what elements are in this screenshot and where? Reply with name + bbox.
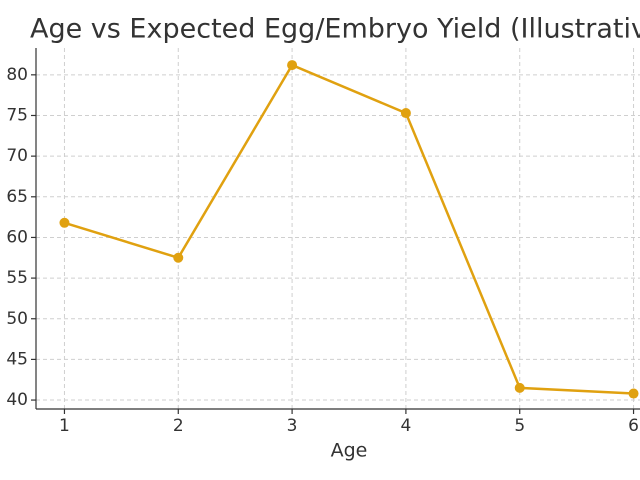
y-tick-label: 50 <box>6 309 28 329</box>
y-tick-label: 75 <box>6 105 28 125</box>
y-tick-label: 60 <box>6 227 28 247</box>
data-point <box>514 382 525 393</box>
chart-title: Age vs Expected Egg/Embryo Yield (Illust… <box>30 14 640 45</box>
data-point <box>400 108 411 119</box>
data-line <box>64 63 634 395</box>
x-tick-label: 3 <box>287 416 298 436</box>
x-tick-label: 4 <box>400 416 411 436</box>
y-tick-label: 65 <box>6 187 28 207</box>
data-point <box>628 388 639 399</box>
data-point <box>59 217 70 228</box>
y-tick-label: 45 <box>6 349 28 369</box>
y-tick-label: 70 <box>6 146 28 166</box>
data-point <box>173 252 184 263</box>
x-tick-label: 5 <box>514 416 525 436</box>
data-point <box>287 60 298 71</box>
x-axis-label: Age <box>331 440 368 462</box>
x-tick-label: 1 <box>59 416 70 436</box>
x-tick-label: 2 <box>173 416 184 436</box>
y-tick-label: 55 <box>6 268 28 288</box>
y-tick-label: 80 <box>6 65 28 85</box>
x-tick-label: 6 <box>628 416 639 436</box>
y-tick-label: 40 <box>6 390 28 410</box>
